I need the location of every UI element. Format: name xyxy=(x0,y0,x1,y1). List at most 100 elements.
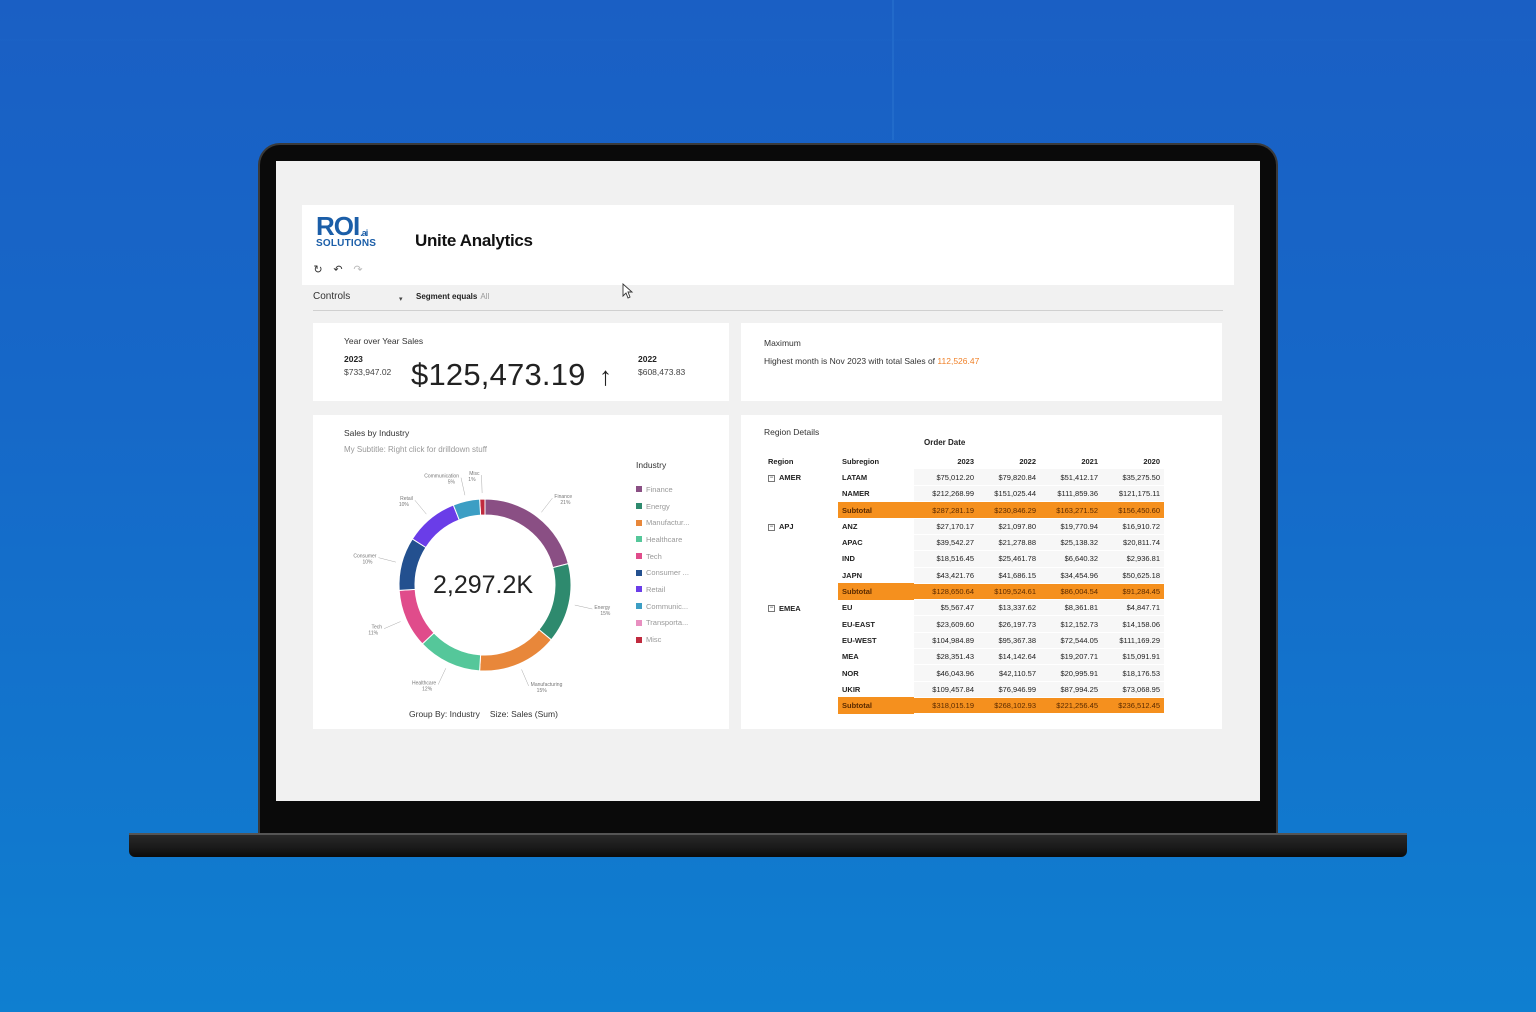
column-header[interactable]: Region xyxy=(768,456,794,466)
donut-slice-retail[interactable] xyxy=(411,504,460,549)
column-header[interactable]: 2020 xyxy=(1143,456,1160,466)
controls-toggle[interactable]: Controls xyxy=(313,291,351,302)
table-row[interactable]: APAC $39,542.27 $21,278.88 $25,138.32 $20,81… xyxy=(764,534,1164,552)
value-cell: $21,097.80 xyxy=(978,518,1040,535)
legend-swatch xyxy=(636,569,642,576)
subtotal-label: Subtotal xyxy=(838,697,914,714)
segment-filter[interactable]: Segment equals All xyxy=(416,292,489,301)
group-by-caption: Group By: Industry Size: Sales (Sum) xyxy=(409,709,558,719)
leader-line xyxy=(437,668,447,685)
subtotal-value: $287,281.19 xyxy=(914,501,978,519)
legend-item[interactable]: Energy xyxy=(636,498,689,515)
table-row[interactable]: IND $18,516.45 $25,461.78 $6,640.32 $2,936.8… xyxy=(764,550,1164,568)
undo-icon[interactable]: ↶ xyxy=(333,264,343,276)
table-row[interactable]: EU-WEST $104,984.89 $95,367.38 $72,544.05 $1… xyxy=(764,632,1164,650)
subtotal-label: Subtotal xyxy=(838,583,914,600)
subtotal-value: $109,524.61 xyxy=(978,583,1040,601)
donut-slice-tech[interactable] xyxy=(398,588,435,645)
sales-by-industry-card[interactable]: Sales by Industry My Subtitle: Right cli… xyxy=(313,415,729,729)
column-header[interactable]: 2021 xyxy=(1081,456,1098,466)
legend-label: Energy xyxy=(646,501,670,511)
legend-item[interactable]: Misc xyxy=(636,631,689,648)
maximum-text: Highest month is Nov 2023 with total Sal… xyxy=(764,356,980,366)
subtotal-value: $236,512.45 xyxy=(1102,697,1164,715)
table-row[interactable]: UKIR $109,457.84 $76,946.99 $87,994.25 $73,0… xyxy=(764,681,1164,698)
donut-slice-manufacturing[interactable] xyxy=(479,628,552,672)
left-year: 2023 xyxy=(344,354,363,364)
collapse-icon[interactable]: − xyxy=(768,523,775,531)
legend-item[interactable]: Tech xyxy=(636,548,689,565)
table-row[interactable]: JAPN $43,421.76 $41,686.15 $34,454.96 $50,62… xyxy=(764,567,1164,584)
legend-item[interactable]: Healthcare xyxy=(636,531,689,548)
column-header[interactable]: 2022 xyxy=(1019,456,1036,466)
column-header[interactable]: 2023 xyxy=(957,456,974,466)
region-cell[interactable]: − EMEA xyxy=(768,603,801,613)
right-year: 2022 xyxy=(638,354,657,364)
chevron-down-icon[interactable]: ▾ xyxy=(399,296,403,303)
donut-slice-finance[interactable] xyxy=(484,498,569,569)
value-cell: $27,170.17 xyxy=(914,518,978,535)
subregion-cell: UKIR xyxy=(842,684,861,694)
region-details-card[interactable]: Region Details Order Date Region Subregio… xyxy=(741,415,1222,729)
value-cell: $23,609.60 xyxy=(914,615,978,633)
yoy-sales-card[interactable]: Year over Year Sales 2023 $733,947.02 $1… xyxy=(313,323,729,401)
value-cell: $20,811.74 xyxy=(1102,534,1164,552)
table-row[interactable]: EU-EAST $23,609.60 $26,197.73 $12,152.73 $14… xyxy=(764,615,1164,633)
legend-swatch xyxy=(636,553,642,560)
value-cell: $95,367.38 xyxy=(978,632,1040,650)
legend-item[interactable]: Communic... xyxy=(636,598,689,615)
collapse-icon[interactable]: − xyxy=(768,474,775,482)
subregion-cell: IND xyxy=(842,554,855,564)
value-cell: $5,567.47 xyxy=(914,599,978,617)
subtotal-value: $268,102.93 xyxy=(978,697,1040,715)
region-cell[interactable]: − AMER xyxy=(768,473,802,483)
slice-label-finance: Finance 21% xyxy=(554,494,572,506)
subtotal-label: Subtotal xyxy=(838,501,914,519)
legend-swatch xyxy=(636,503,642,510)
reset-icon[interactable]: ↻ xyxy=(313,264,323,276)
table-row[interactable]: − EMEA EU $5,567.47 $13,337.62 $8,361.81 $4,84… xyxy=(764,599,1164,617)
subtotal-value: $163,271.52 xyxy=(1040,501,1102,519)
table-row[interactable]: MEA $28,351.43 $14,142.64 $19,207.71 $15,091… xyxy=(764,648,1164,666)
donut-slice-consumer[interactable] xyxy=(398,538,427,591)
redo-icon[interactable]: ↷ xyxy=(353,264,363,276)
legend-item[interactable]: Retail xyxy=(636,581,689,598)
table-row[interactable]: NAMER $212,268.99 $151,025.44 $111,859.36 $1… xyxy=(764,485,1164,503)
donut-slice-healthcare[interactable] xyxy=(421,632,482,672)
donut-slice-communication[interactable] xyxy=(452,498,482,521)
donut-chart[interactable]: Misc 1% Finance 21% Energy 15% Manufacturing 15… xyxy=(313,415,729,729)
legend-item[interactable]: Consumer ... xyxy=(636,564,689,581)
subregion-cell: LATAM xyxy=(842,472,868,482)
table-row[interactable]: − APJ ANZ $27,170.17 $21,097.80 $19,770.94 $16… xyxy=(764,518,1164,535)
value-cell: $19,207.71 xyxy=(1040,648,1102,666)
value-cell: $46,043.96 xyxy=(914,664,978,682)
value-cell: $87,994.25 xyxy=(1040,681,1102,698)
subtotal-row[interactable]: Subtotal $287,281.19 $230,846.29 $163,271.5… xyxy=(764,501,1164,519)
table-row[interactable]: − AMER LATAM $75,012.20 $79,820.84 $51,412.17… xyxy=(764,469,1164,487)
donut-slice-energy[interactable] xyxy=(538,563,572,641)
subtotal-row[interactable]: Subtotal $128,650.64 $109,524.61 $86,004.54… xyxy=(764,583,1164,601)
card-subtitle: My Subtitle: Right click for drilldown s… xyxy=(344,445,488,454)
legend-item[interactable]: Manufactur... xyxy=(636,514,689,531)
legend-item[interactable]: Transporta... xyxy=(636,615,689,632)
slice-label-manufacturing: Manufacturing 15% xyxy=(531,682,563,694)
card-title: Year over Year Sales xyxy=(344,336,424,346)
collapse-icon[interactable]: − xyxy=(768,605,775,613)
subregion-cell: NOR xyxy=(842,668,859,678)
table-row[interactable]: NOR $46,043.96 $42,110.57 $20,995.91 $18,176… xyxy=(764,664,1164,682)
subtotal-row[interactable]: Subtotal $318,015.19 $268,102.93 $221,256.4… xyxy=(764,697,1164,715)
legend-swatch xyxy=(636,586,642,593)
region-cell[interactable]: − APJ xyxy=(768,522,794,532)
value-cell: $18,176.53 xyxy=(1102,664,1164,682)
column-header[interactable]: Subregion xyxy=(842,456,880,466)
value-cell: $25,461.78 xyxy=(978,550,1040,568)
app-header: ROI .ai SOLUTIONS Unite Analytics ↻ ↶ ↷ xyxy=(302,205,1234,285)
legend-item[interactable]: Finance xyxy=(636,481,689,498)
laptop-base xyxy=(129,833,1407,857)
maximum-card[interactable]: Maximum Highest month is Nov 2023 with t… xyxy=(741,323,1222,401)
legend-swatch xyxy=(636,486,642,493)
value-cell: $111,859.36 xyxy=(1040,485,1102,503)
legend-swatch xyxy=(636,519,642,526)
subregion-cell: APAC xyxy=(842,538,863,548)
subtotal-value: $128,650.64 xyxy=(914,583,978,601)
